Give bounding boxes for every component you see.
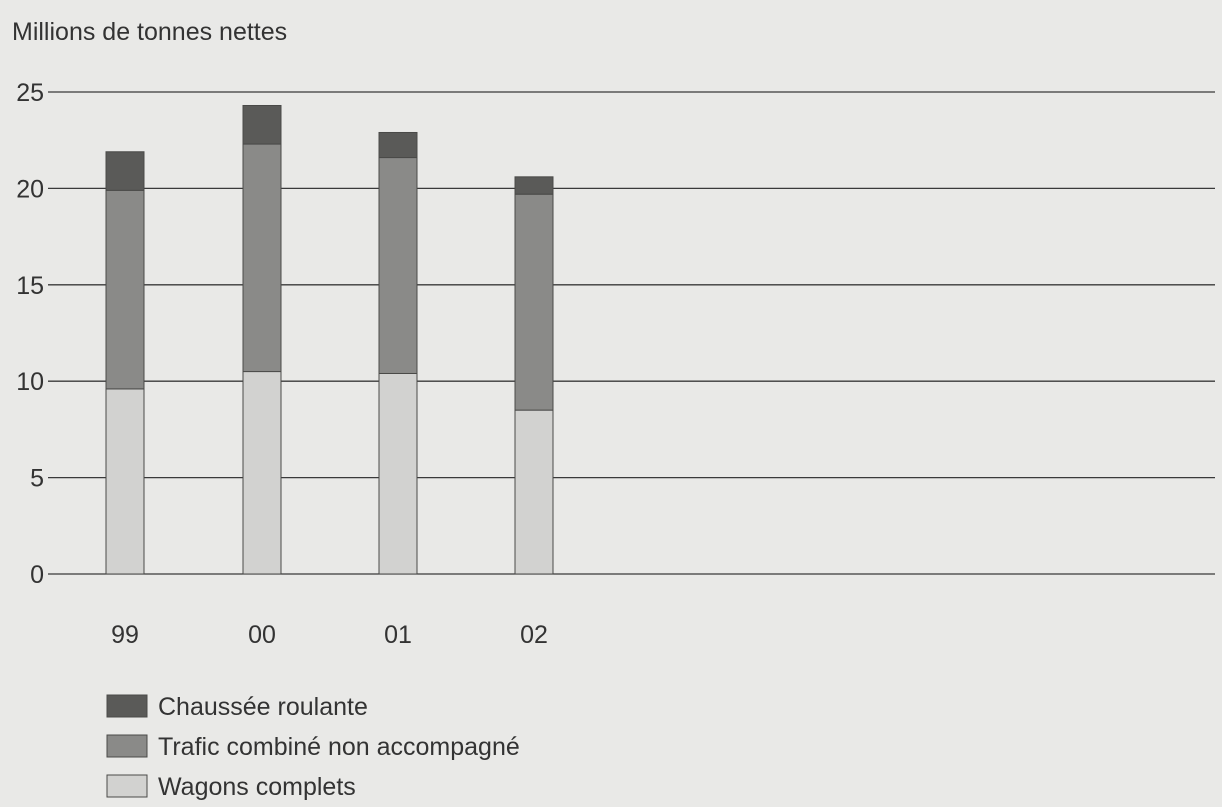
y-tick-label-5: 5 <box>30 465 44 493</box>
bar-00-series-0 <box>242 371 282 575</box>
bar-99-series-1 <box>105 189 145 390</box>
bar-01-series-2 <box>378 131 418 159</box>
x-tick-label-01: 01 <box>384 621 412 649</box>
y-axis-ticks: 0 5 10 15 20 25 <box>16 79 44 589</box>
bars <box>105 104 554 575</box>
x-tick-label-00: 00 <box>248 621 276 649</box>
bar-02-series-1 <box>514 193 554 411</box>
legend-label-1: Trafic combiné non accompagné <box>158 733 520 761</box>
legend-swatch-2 <box>106 774 148 798</box>
bar-02-series-2 <box>514 176 554 195</box>
y-tick-label-0: 0 <box>30 561 44 589</box>
x-tick-label-02: 02 <box>520 621 548 649</box>
legend-swatch-0 <box>106 694 148 718</box>
x-axis-ticks: 99 00 01 02 <box>111 621 548 649</box>
y-axis-title: Millions de tonnes nettes <box>12 18 287 46</box>
bar-01-series-1 <box>378 157 418 374</box>
bar-01-series-0 <box>378 372 418 575</box>
bar-99-series-2 <box>105 151 145 191</box>
bar-99-series-0 <box>105 388 145 575</box>
y-tick-label-20: 20 <box>16 175 44 203</box>
bar-00-series-2 <box>242 104 282 145</box>
bar-00-series-1 <box>242 143 282 373</box>
y-tick-label-15: 15 <box>16 272 44 300</box>
legend-swatch-1 <box>106 734 148 758</box>
bar-02-series-0 <box>514 409 554 575</box>
y-tick-label-25: 25 <box>16 79 44 107</box>
legend: Chaussée roulante Trafic combiné non acco… <box>106 693 520 801</box>
legend-label-0: Chaussée roulante <box>158 693 368 721</box>
x-tick-label-99: 99 <box>111 621 139 649</box>
y-tick-label-10: 10 <box>16 368 44 396</box>
legend-label-2: Wagons complets <box>158 773 356 801</box>
gridlines <box>48 91 1215 575</box>
